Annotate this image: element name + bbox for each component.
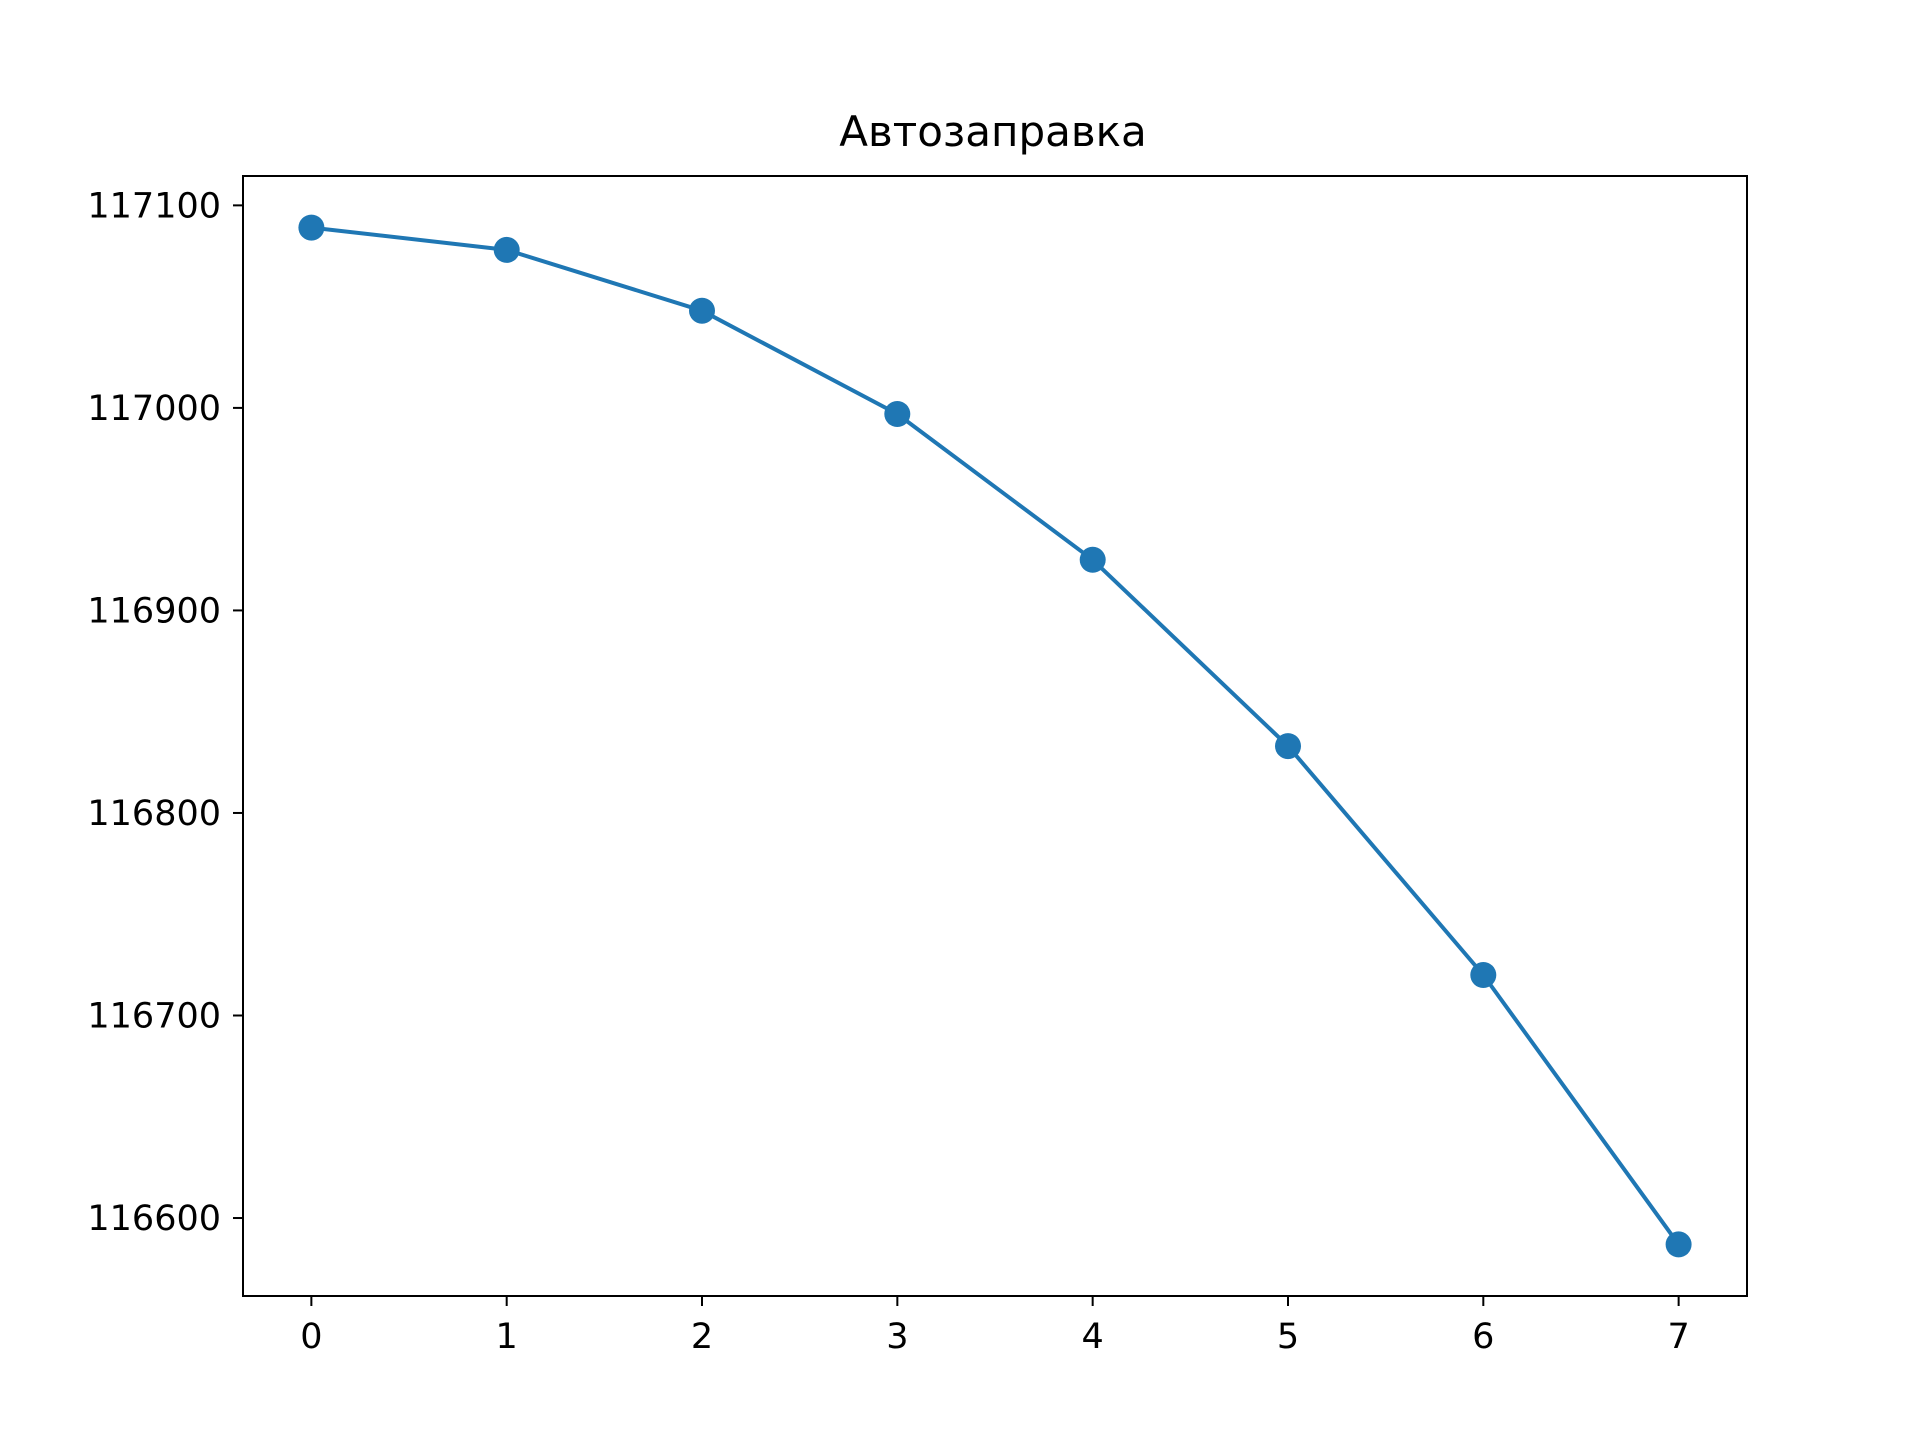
x-tick-label: 0	[300, 1317, 322, 1357]
data-point	[884, 401, 911, 427]
data-point	[689, 297, 715, 324]
y-tick-label: 116900	[87, 591, 221, 631]
data-point	[1079, 546, 1106, 573]
series-line	[311, 225, 1681, 1246]
x-tick-label: 4	[1082, 1317, 1104, 1357]
data-point	[1275, 733, 1301, 760]
data-point	[298, 214, 325, 241]
x-tick-label: 6	[1472, 1317, 1494, 1357]
series-layer	[298, 214, 1692, 1258]
data-point	[493, 236, 520, 263]
x-tick-label: 7	[1667, 1317, 1689, 1357]
y-tick-label: 116600	[87, 1199, 221, 1239]
x-tick-label: 2	[691, 1317, 713, 1357]
x-axis: 0 1 2 3 4 5 6 7	[300, 1296, 1690, 1357]
y-tick-label: 116700	[87, 996, 221, 1036]
y-tick-label: 117100	[87, 186, 221, 226]
data-point	[1470, 962, 1497, 988]
x-tick-label: 5	[1277, 1317, 1299, 1357]
y-axis: 116600 116700 116800 116900 117000 117100	[87, 186, 243, 1239]
data-point	[1665, 1231, 1692, 1258]
chart-title: Автозаправка	[839, 107, 1146, 156]
x-tick-label: 3	[886, 1317, 908, 1357]
x-tick-label: 1	[496, 1317, 518, 1357]
plot-area-frame	[242, 175, 1748, 1297]
y-tick-label: 117000	[87, 389, 221, 429]
y-tick-label: 116800	[87, 794, 221, 834]
